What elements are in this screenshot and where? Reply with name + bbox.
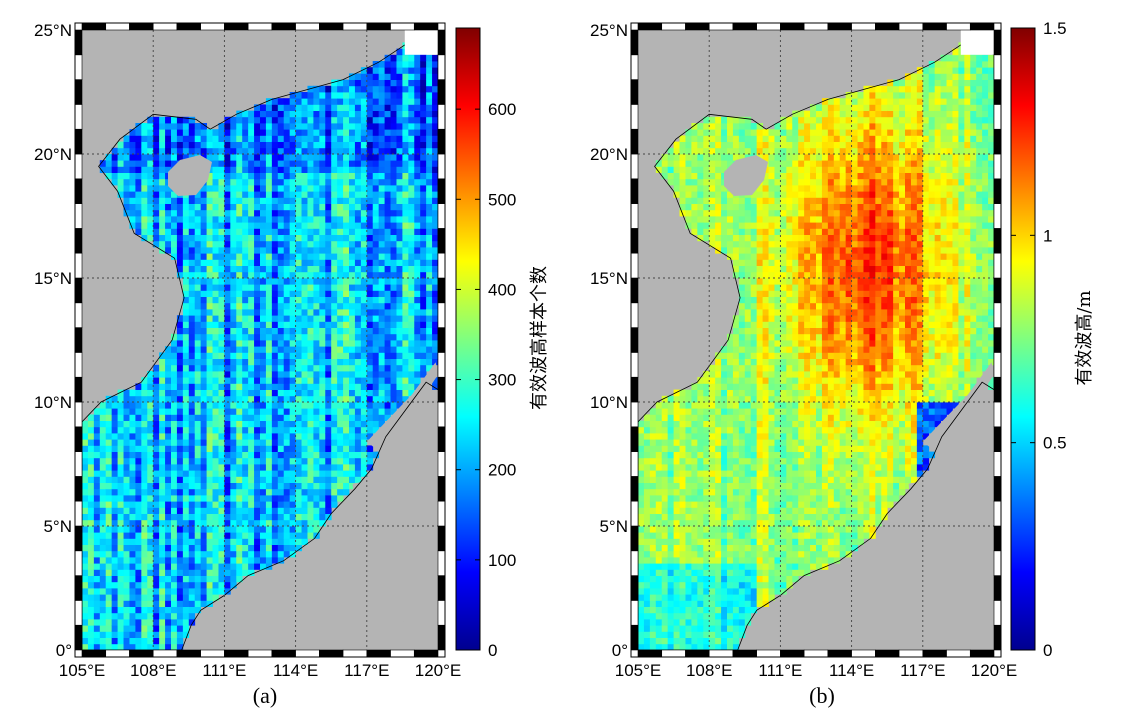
- lat-tick-label: 25°N: [590, 21, 628, 40]
- lat-tick-label: 20°N: [34, 145, 72, 164]
- colorbar-ticks-b: 0 0.5 1 1.5: [1011, 19, 1067, 660]
- lon-tick-labels-a: 105°E 108°E 111°E 114°E 117°E 120°E: [59, 661, 462, 680]
- lat-tick-labels-a: 0° 5°N 10°N 15°N 20°N 25°N: [34, 21, 72, 660]
- lon-tick-label: 111°E: [758, 661, 802, 680]
- colorbar-tick-label: 1: [1043, 226, 1052, 245]
- lat-tick-label: 25°N: [34, 21, 72, 40]
- colorbar-tick-label: 0: [488, 641, 497, 660]
- map-frame-b: [630, 22, 1002, 658]
- sea-heatmap-b: [638, 30, 994, 650]
- lat-tick-label: 20°N: [590, 145, 628, 164]
- lon-tick-labels-b: 105°E 108°E 111°E 114°E 117°E 120°E: [615, 661, 1018, 680]
- lon-tick-label: 105°E: [615, 661, 662, 680]
- colorbar-tick-label: 0.5: [1043, 434, 1067, 453]
- map-panel-b: 0° 5°N 10°N 15°N 20°N 25°N 105°E 108°E 111°E 114…: [590, 21, 1017, 708]
- graticule-b: [638, 30, 994, 650]
- colorbar-tick-label: 100: [488, 551, 516, 570]
- graticule-a: [82, 30, 438, 650]
- colorbar-b: 0 0.5 1 1.5 有效波高/m: [1010, 19, 1095, 660]
- colorbar-label-b: 有效波高/m: [1074, 290, 1095, 385]
- lon-tick-label: 117°E: [900, 661, 945, 680]
- map-panel-a: 0° 5°N 10°N 15°N 20°N 25°N 105°E 108°E 111°E 114…: [34, 21, 461, 708]
- colorbar-tick-label: 200: [488, 461, 516, 480]
- lon-tick-label: 111°E: [202, 661, 246, 680]
- colorbar-a: 0 100 200 300 400 500 600 有效波高样本个数: [455, 27, 550, 660]
- colorbar-tick-label: 500: [488, 190, 516, 209]
- colorbar-tick-label: 0: [1043, 641, 1052, 660]
- lat-tick-label: 5°N: [43, 517, 72, 536]
- lat-tick-label: 0°: [612, 641, 628, 660]
- sea-heatmap-a: [82, 30, 438, 650]
- hainan-island-a: [168, 155, 212, 196]
- lat-tick-label: 5°N: [599, 517, 628, 536]
- panel-caption-b: (b): [809, 683, 835, 708]
- lon-tick-label: 114°E: [273, 661, 318, 680]
- lat-tick-label: 10°N: [590, 393, 628, 412]
- colorbar-tick-label: 1.5: [1043, 19, 1067, 38]
- colorbar-tick-label: 400: [488, 280, 516, 299]
- colorbar-tick-label: 300: [488, 371, 516, 390]
- lat-tick-label: 15°N: [34, 269, 72, 288]
- lat-tick-label: 10°N: [34, 393, 72, 412]
- colorbar-ticks-a: 0 100 200 300 400 500 600: [456, 100, 516, 660]
- lat-tick-labels-b: 0° 5°N 10°N 15°N 20°N 25°N: [590, 21, 628, 660]
- panel-caption-a: (a): [253, 683, 277, 708]
- map-frame-a: [74, 22, 446, 658]
- lon-tick-label: 114°E: [829, 661, 874, 680]
- lon-tick-label: 117°E: [344, 661, 389, 680]
- lon-tick-label: 120°E: [415, 661, 462, 680]
- hainan-island-b: [724, 155, 768, 196]
- lon-tick-label: 120°E: [971, 661, 1018, 680]
- lon-tick-label: 108°E: [686, 661, 733, 680]
- lat-tick-label: 0°: [56, 641, 72, 660]
- lat-tick-label: 15°N: [590, 269, 628, 288]
- lon-tick-label: 105°E: [59, 661, 106, 680]
- colorbar-tick-label: 600: [488, 100, 516, 119]
- lon-tick-label: 108°E: [130, 661, 177, 680]
- colorbar-label-a: 有效波高样本个数: [529, 266, 550, 410]
